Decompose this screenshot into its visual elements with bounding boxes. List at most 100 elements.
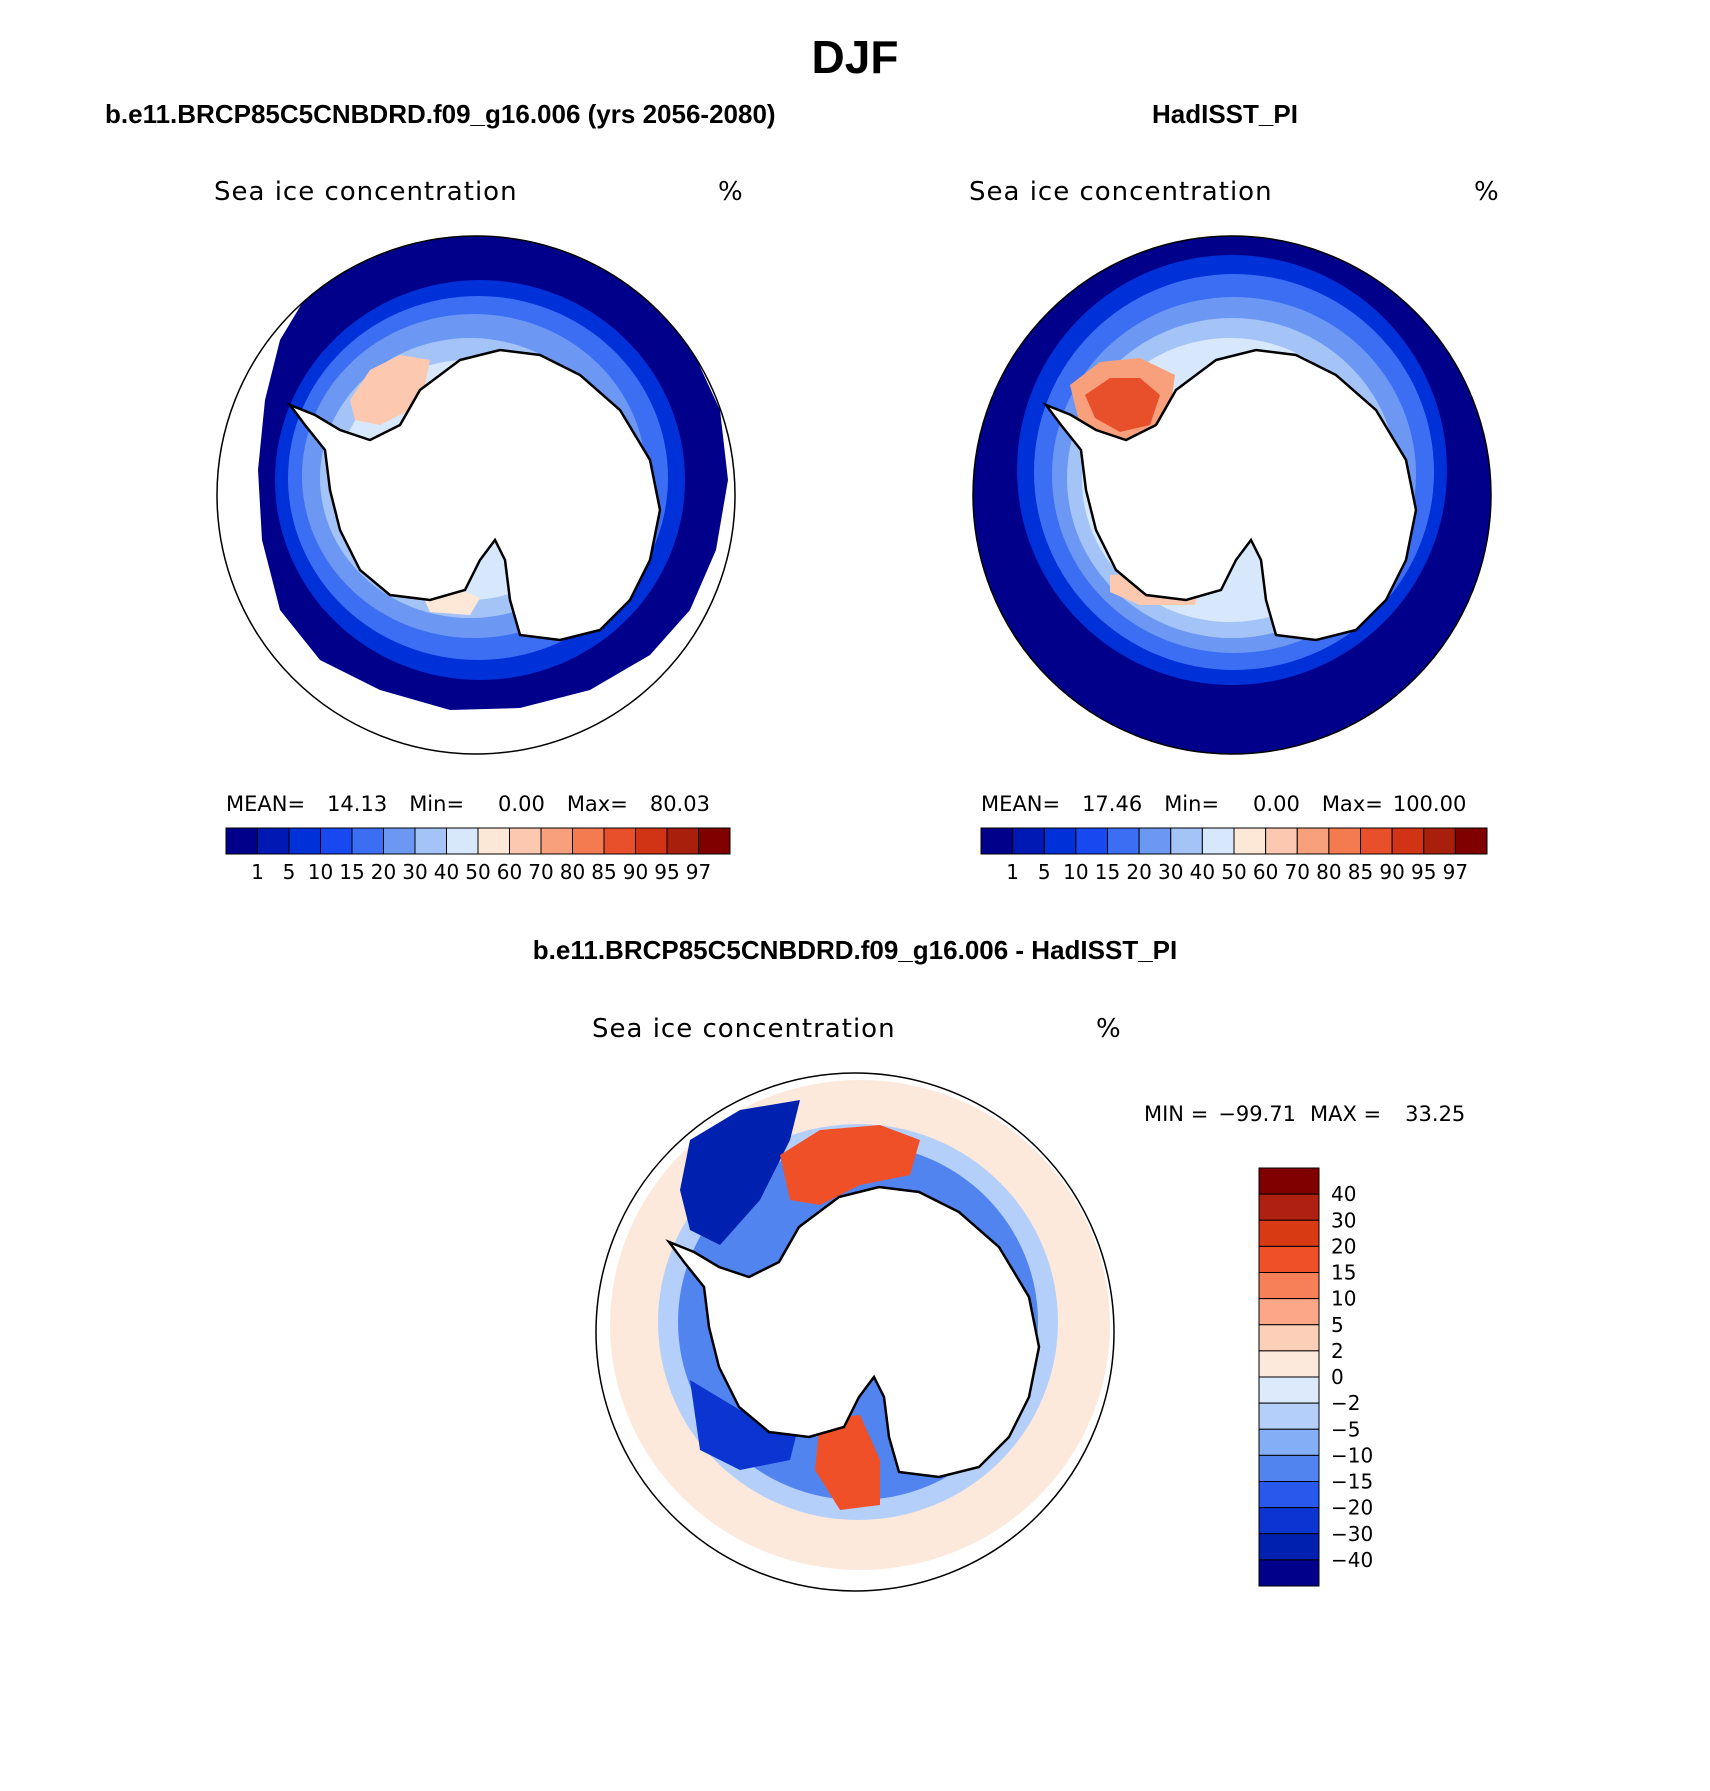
figure-title: DJF [811, 31, 899, 83]
colorbar-2-swatch [1107, 827, 1140, 855]
panel-2-stats: MEAN= 17.46 Min= 0.00 Max= 100.00 [981, 792, 1466, 816]
panel-3-max-label: MAX = [1310, 1102, 1382, 1126]
panel-1-mean: 14.13 [327, 792, 388, 816]
colorbar-3-tick-label: 15 [1331, 1261, 1356, 1285]
map-panel-1 [216, 235, 736, 755]
colorbar-1-tick-label: 15 [339, 860, 364, 884]
colorbar-2-swatch [1423, 827, 1456, 855]
colorbar-3-tick-label: −15 [1331, 1470, 1373, 1494]
colorbar-3-swatch [1258, 1481, 1320, 1509]
panel-1-max: 80.03 [649, 792, 710, 816]
panel-1-variable: Sea ice concentration [214, 177, 518, 207]
colorbar-2-swatch [980, 827, 1014, 855]
map-3-boundary [595, 1072, 1115, 1592]
panel-1-unit: % [718, 177, 743, 207]
panel-1-max-label: Max= [566, 792, 628, 816]
panel-3-variable: Sea ice concentration [592, 1014, 896, 1044]
colorbar-3-tick-label: 30 [1331, 1208, 1356, 1232]
colorbar-3-swatch [1258, 1402, 1320, 1430]
colorbar-2-swatch [1170, 827, 1203, 855]
colorbar-1-tick-label: 85 [591, 860, 616, 884]
colorbar-1-swatch [666, 827, 699, 855]
map-panel-3 [595, 1072, 1115, 1592]
colorbar-1-tick-label: 97 [686, 860, 711, 884]
colorbar-1-tick-label: 20 [371, 860, 396, 884]
colorbar-3-tick-label: −30 [1331, 1522, 1373, 1546]
colorbar-2-swatch [1454, 827, 1488, 855]
colorbar-2-tick-label: 50 [1221, 860, 1246, 884]
colorbar-2-tick-label: 10 [1063, 860, 1088, 884]
colorbar-3-swatch [1258, 1454, 1320, 1482]
colorbar-1-swatch [351, 827, 384, 855]
panel-2-min: 0.00 [1253, 792, 1300, 816]
colorbar-1-tick-label: 70 [528, 860, 553, 884]
colorbar-2-swatch [1075, 827, 1108, 855]
colorbar-3-swatch [1258, 1324, 1320, 1352]
map-2-weddell-inner [1085, 378, 1160, 432]
colorbar-3-swatch [1258, 1376, 1320, 1404]
colorbar-3-swatch [1258, 1350, 1320, 1378]
panel-2-mean-label: MEAN= [981, 792, 1061, 816]
panel-3-min-label: MIN = [1144, 1102, 1209, 1126]
colorbar-3-tick-label: −2 [1331, 1391, 1360, 1415]
colorbar-3-tick-label: 0 [1331, 1365, 1344, 1389]
panel-2-min-label: Min= [1164, 792, 1220, 816]
colorbar-3-swatch [1258, 1507, 1320, 1535]
colorbar-3-swatch [1258, 1559, 1320, 1587]
colorbar-2-swatch [1265, 827, 1298, 855]
colorbar-3-swatch [1258, 1219, 1320, 1247]
colorbar-1-swatch [225, 827, 258, 855]
colorbar-1-tick-label: 95 [654, 860, 679, 884]
colorbar-1-swatch [698, 827, 731, 855]
colorbar-1-swatch [477, 827, 510, 855]
colorbar-1-swatch [603, 827, 636, 855]
colorbar-2-swatch [1296, 827, 1330, 855]
colorbar-3-swatch [1258, 1167, 1320, 1195]
map-2-boundary [972, 235, 1492, 755]
colorbar-1-swatch [509, 827, 542, 855]
colorbar-panel-1: 1 5 10 15 20 30 40 50 60 70 80 85 90 95 97 [225, 827, 731, 884]
map-3-weddell-loss [680, 1100, 800, 1245]
colorbar-1-swatch [446, 827, 479, 855]
colorbar-1-tick-label: 10 [308, 860, 333, 884]
panel-2-unit: % [1474, 177, 1499, 207]
colorbar-2-tick-label: 95 [1411, 860, 1436, 884]
colorbar-1-tick-label: 30 [402, 860, 427, 884]
colorbar-2-tick-label: 70 [1285, 860, 1310, 884]
colorbar-1-tick-label: 5 [283, 860, 296, 884]
panel-1-min-label: Min= [409, 792, 465, 816]
colorbar-3-swatch [1258, 1272, 1320, 1300]
map-3-loss-amundsen [690, 1380, 800, 1470]
panel-2-variable: Sea ice concentration [969, 177, 1273, 207]
colorbar-3-tick-label: −20 [1331, 1496, 1373, 1520]
colorbar-3-tick-label: −40 [1331, 1548, 1373, 1572]
colorbar-2-swatch [1233, 827, 1267, 855]
colorbar-1-swatch [572, 827, 605, 855]
colorbar-2-tick-label: 97 [1443, 860, 1468, 884]
colorbar-2-tick-label: 15 [1095, 860, 1120, 884]
colorbar-2-tick-label: 30 [1158, 860, 1183, 884]
colorbar-panel-2: 1 5 10 15 20 30 40 50 60 70 80 85 90 95 97 [980, 827, 1488, 884]
panel-2-mean: 17.46 [1082, 792, 1143, 816]
colorbar-3-tick-label: 40 [1331, 1182, 1356, 1206]
colorbar-3-swatch [1258, 1428, 1320, 1456]
colorbar-3-tick-label: 2 [1331, 1339, 1344, 1363]
colorbar-1-swatch [540, 827, 573, 855]
colorbar-3-tick-label: −5 [1331, 1417, 1360, 1441]
colorbar-1-swatch [320, 827, 353, 855]
panel-2-max-label: Max= [1321, 792, 1383, 816]
panel-3-max: 33.25 [1405, 1102, 1466, 1126]
panel-1-mean-label: MEAN= [226, 792, 306, 816]
panel-2-max: 100.00 [1392, 792, 1467, 816]
colorbar-1-tick-label: 60 [497, 860, 522, 884]
colorbar-2-swatch [1043, 827, 1077, 855]
colorbar-3-tick-label: 10 [1331, 1287, 1356, 1311]
panel-3-min: −99.71 [1218, 1102, 1297, 1126]
colorbar-2-tick-label: 60 [1253, 860, 1278, 884]
colorbar-1-tick-label: 80 [560, 860, 585, 884]
map-3-gain-ross [815, 1415, 880, 1510]
colorbar-2-tick-label: 20 [1126, 860, 1151, 884]
colorbar-1-swatch [635, 827, 668, 855]
map-3-gain-north [780, 1125, 920, 1205]
